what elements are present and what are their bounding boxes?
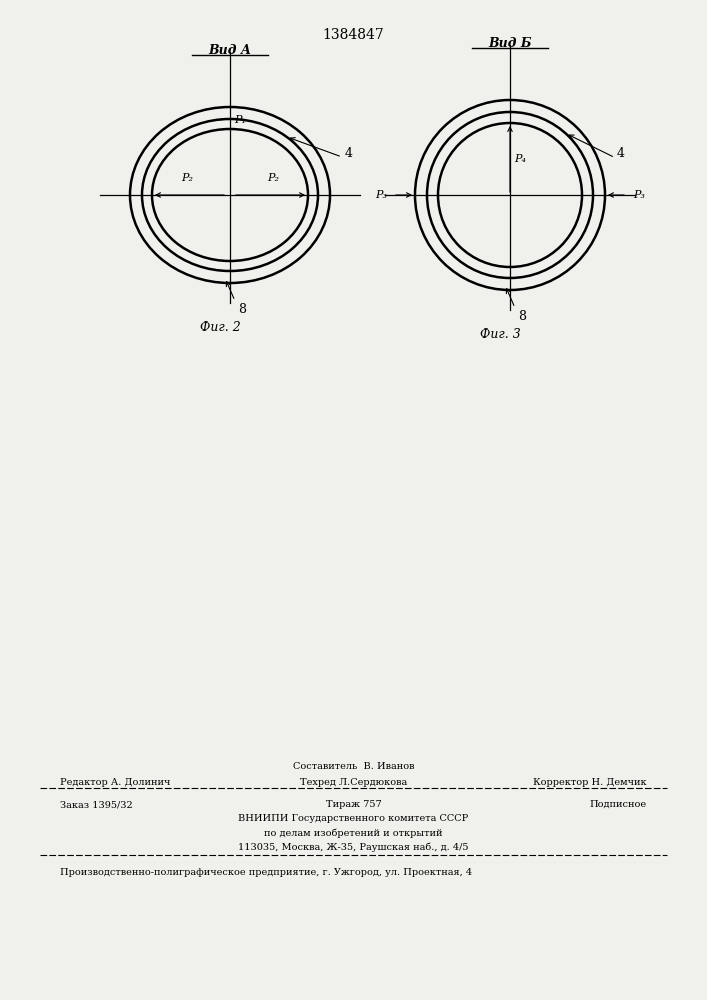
Text: по делам изобретений и открытий: по делам изобретений и открытий	[264, 828, 443, 838]
Text: P₂: P₂	[181, 173, 193, 183]
Text: Заказ 1395/32: Заказ 1395/32	[60, 800, 133, 809]
Text: P₁: P₁	[234, 115, 246, 125]
Text: Тираж 757: Тираж 757	[326, 800, 381, 809]
Text: P₃: P₃	[633, 190, 645, 200]
Text: Производственно-полиграфическое предприятие, г. Ужгород, ул. Проектная, 4: Производственно-полиграфическое предприя…	[60, 868, 472, 877]
Text: Фиг. 3: Фиг. 3	[479, 328, 520, 341]
Text: ВНИИПИ Государственного комитета СССР: ВНИИПИ Государственного комитета СССР	[238, 814, 469, 823]
Text: 4: 4	[345, 147, 353, 160]
Text: P₄: P₄	[514, 154, 526, 164]
Text: Редактор А. Долинич: Редактор А. Долинич	[60, 778, 170, 787]
Text: Фиг. 2: Фиг. 2	[199, 321, 240, 334]
Text: 1384847: 1384847	[322, 28, 385, 42]
Text: Вид Б: Вид Б	[489, 37, 532, 50]
Text: Составитель  В. Иванов: Составитель В. Иванов	[293, 762, 414, 771]
Text: Подписное: Подписное	[590, 800, 647, 809]
Text: 4: 4	[617, 147, 625, 160]
Text: Корректор Н. Демчик: Корректор Н. Демчик	[533, 778, 647, 787]
Text: Вид А: Вид А	[209, 44, 252, 57]
Text: P₃: P₃	[375, 190, 387, 200]
Text: P₂: P₂	[267, 173, 279, 183]
Text: 8: 8	[238, 303, 246, 316]
Text: 8: 8	[518, 310, 526, 323]
Text: 113035, Москва, Ж-35, Раушская наб., д. 4/5: 113035, Москва, Ж-35, Раушская наб., д. …	[238, 842, 469, 852]
Text: Техред Л.Сердюкова: Техред Л.Сердюкова	[300, 778, 407, 787]
